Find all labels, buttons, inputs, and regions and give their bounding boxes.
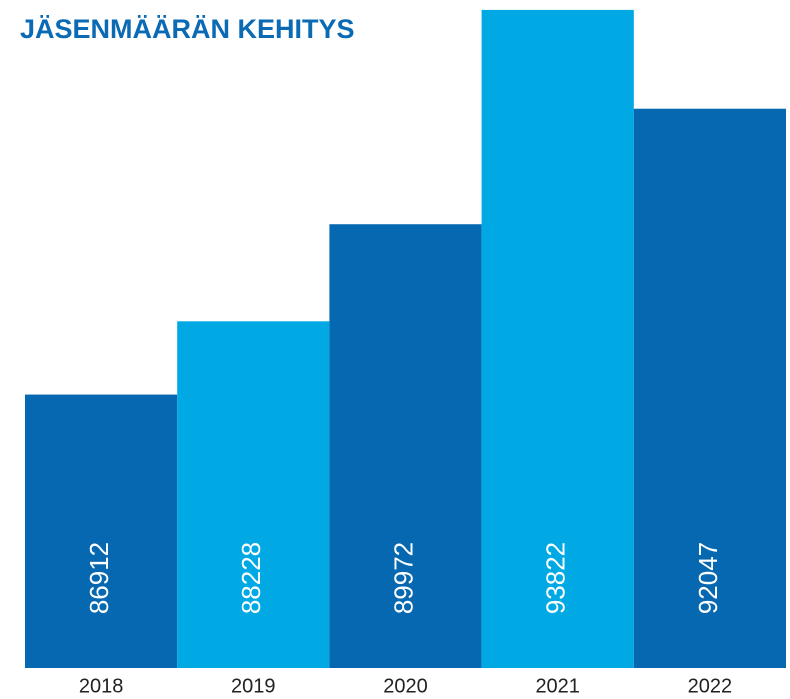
x-tick-label: 2020 bbox=[383, 675, 428, 697]
bar bbox=[633, 108, 786, 669]
x-tick-label: 2019 bbox=[231, 675, 276, 697]
chart-title: JÄSENMÄÄRÄN KEHITYS bbox=[20, 14, 355, 44]
bar bbox=[177, 321, 330, 668]
bar bbox=[481, 9, 634, 668]
x-tick-label: 2021 bbox=[535, 675, 580, 697]
bar bbox=[25, 394, 178, 668]
x-tick-label: 2022 bbox=[688, 675, 733, 697]
value-label: 93822 bbox=[541, 542, 571, 614]
x-tick-label: 2018 bbox=[79, 675, 124, 697]
value-label: 89972 bbox=[388, 542, 418, 614]
bar bbox=[329, 224, 482, 668]
value-label: 92047 bbox=[693, 542, 723, 614]
value-label: 88228 bbox=[236, 542, 266, 614]
value-label: 86912 bbox=[84, 542, 114, 614]
